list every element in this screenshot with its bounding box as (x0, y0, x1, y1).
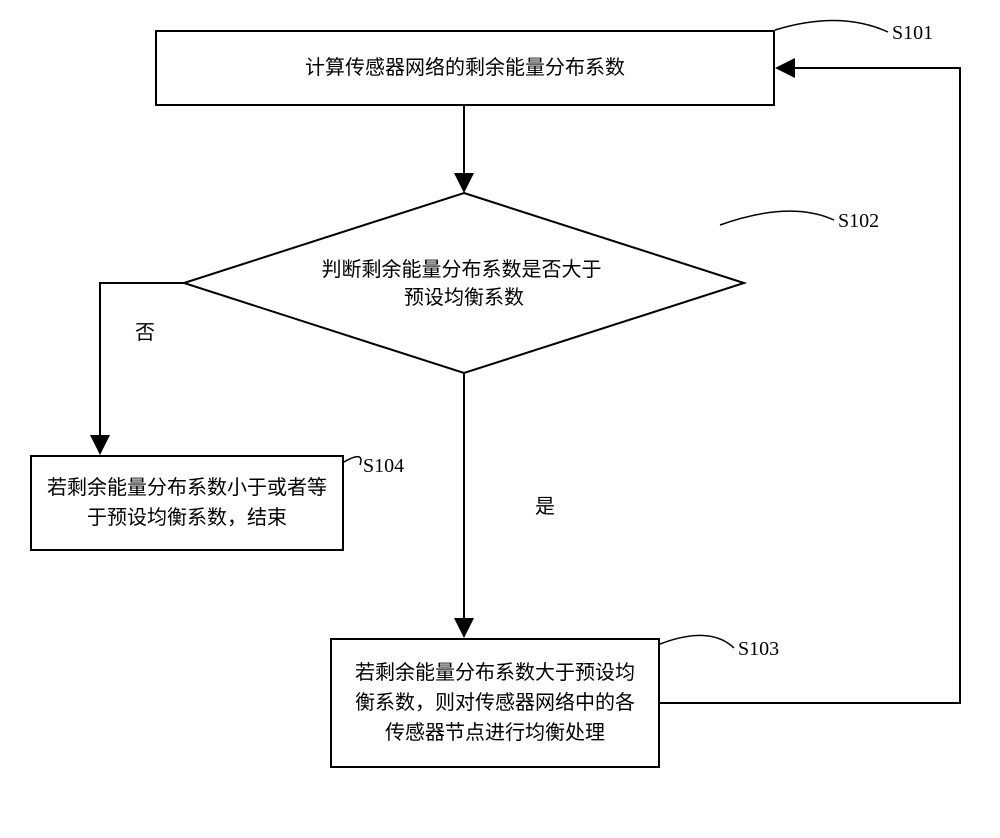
node-s104-text: 若剩余能量分布系数小于或者等 于预设均衡系数，结束 (47, 473, 327, 533)
leader-s103 (660, 635, 734, 648)
leader-s104 (344, 457, 361, 465)
node-s101-text: 计算传感器网络的剩余能量分布系数 (305, 53, 625, 83)
edge-label-no: 否 (135, 316, 155, 345)
leader-s101 (775, 20, 888, 32)
node-s102-text: 判断剩余能量分布系数是否大于 预设均衡系数 (322, 258, 607, 309)
edge-s102-s104 (100, 283, 184, 453)
leader-s102 (720, 211, 834, 225)
node-s104: 若剩余能量分布系数小于或者等 于预设均衡系数，结束 (30, 455, 344, 551)
node-s103: 若剩余能量分布系数大于预设均 衡系数，则对传感器网络中的各 传感器节点进行均衡处… (330, 638, 660, 768)
edge-label-yes: 是 (535, 490, 555, 519)
node-s101: 计算传感器网络的剩余能量分布系数 (155, 30, 775, 106)
label-s102: S102 (838, 210, 879, 233)
edge-s103-s101 (660, 68, 960, 703)
node-s102-diamond (184, 193, 744, 373)
label-s101: S101 (892, 22, 933, 45)
label-s104: S104 (363, 455, 404, 478)
flowchart-canvas: 计算传感器网络的剩余能量分布系数 S101 S102 若剩余能量分布系数小于或者… (0, 0, 1000, 838)
node-s103-text: 若剩余能量分布系数大于预设均 衡系数，则对传感器网络中的各 传感器节点进行均衡处… (355, 658, 635, 748)
label-s103: S103 (738, 638, 779, 661)
